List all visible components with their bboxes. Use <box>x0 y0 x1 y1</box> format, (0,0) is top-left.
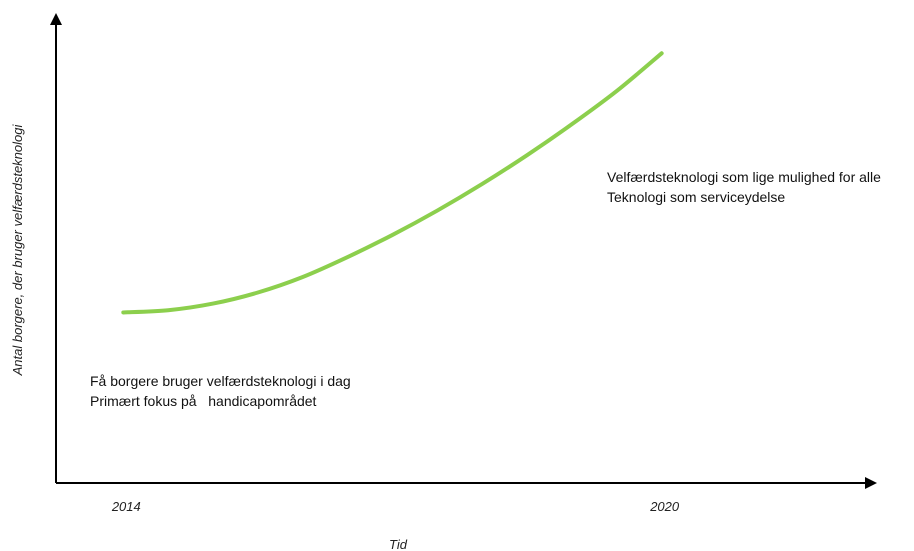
y-axis-arrowhead <box>50 13 62 25</box>
annotation-text: Velfærdsteknologi som lige mulighed for … <box>607 169 881 185</box>
x-axis-arrowhead <box>865 477 877 489</box>
annotation-text: Teknologi som serviceydelse <box>607 189 785 205</box>
x-axis-label: Tid <box>389 537 408 551</box>
annotations: Få borgere bruger velfærdsteknologi i da… <box>90 169 881 409</box>
axes <box>50 13 877 489</box>
annotation-text: Få borgere bruger velfærdsteknologi i da… <box>90 373 351 389</box>
x-tick-label: 2014 <box>111 499 141 514</box>
x-tick-labels: 2014 2020 <box>111 499 680 514</box>
series-group <box>123 53 661 312</box>
x-tick-label: 2020 <box>649 499 680 514</box>
annotation-text: Primært fokus på handicapområdet <box>90 393 317 409</box>
series-line-0 <box>123 53 661 312</box>
y-axis-label: Antal borgere, der bruger velfærdsteknol… <box>10 124 25 377</box>
